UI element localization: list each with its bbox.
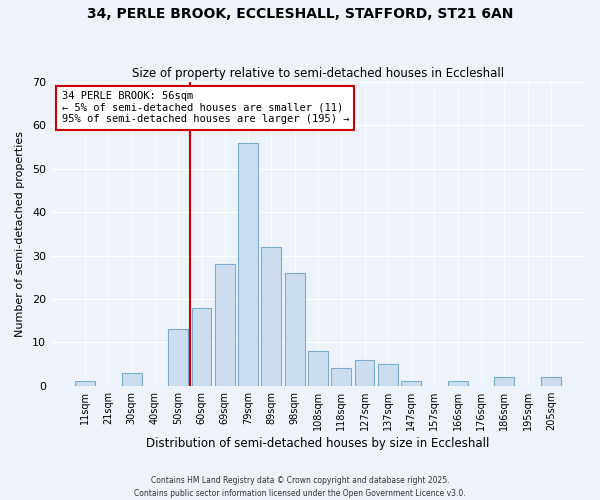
Bar bbox=[75, 382, 95, 386]
Bar bbox=[378, 364, 398, 386]
Title: Size of property relative to semi-detached houses in Eccleshall: Size of property relative to semi-detach… bbox=[132, 66, 504, 80]
Bar bbox=[331, 368, 351, 386]
X-axis label: Distribution of semi-detached houses by size in Eccleshall: Distribution of semi-detached houses by … bbox=[146, 437, 490, 450]
Text: 34 PERLE BROOK: 56sqm
← 5% of semi-detached houses are smaller (11)
95% of semi-: 34 PERLE BROOK: 56sqm ← 5% of semi-detac… bbox=[62, 91, 349, 124]
Text: 34, PERLE BROOK, ECCLESHALL, STAFFORD, ST21 6AN: 34, PERLE BROOK, ECCLESHALL, STAFFORD, S… bbox=[87, 8, 513, 22]
Bar bbox=[448, 382, 467, 386]
Y-axis label: Number of semi-detached properties: Number of semi-detached properties bbox=[15, 131, 25, 337]
Bar bbox=[355, 360, 374, 386]
Bar bbox=[262, 247, 281, 386]
Bar bbox=[215, 264, 235, 386]
Bar bbox=[238, 143, 258, 386]
Text: Contains HM Land Registry data © Crown copyright and database right 2025.
Contai: Contains HM Land Registry data © Crown c… bbox=[134, 476, 466, 498]
Bar bbox=[401, 382, 421, 386]
Bar bbox=[494, 377, 514, 386]
Bar bbox=[541, 377, 561, 386]
Bar bbox=[308, 351, 328, 386]
Bar bbox=[169, 330, 188, 386]
Bar bbox=[122, 373, 142, 386]
Bar bbox=[285, 273, 305, 386]
Bar bbox=[191, 308, 211, 386]
